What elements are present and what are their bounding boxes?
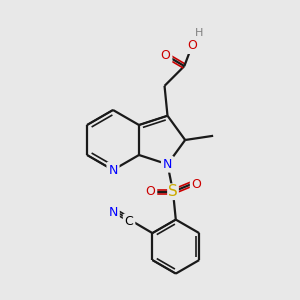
Text: N: N	[108, 164, 118, 176]
Text: H: H	[195, 28, 204, 38]
Text: N: N	[109, 206, 118, 219]
Text: O: O	[192, 178, 202, 190]
Text: H: H	[195, 28, 204, 38]
Text: N: N	[163, 158, 172, 171]
Text: O: O	[146, 185, 155, 198]
Text: O: O	[187, 39, 197, 52]
Text: N: N	[163, 158, 172, 171]
Text: C: C	[125, 215, 134, 228]
Text: S: S	[168, 184, 178, 199]
Text: C: C	[125, 215, 134, 228]
Text: N: N	[108, 164, 118, 176]
Text: O: O	[187, 39, 197, 52]
Text: O: O	[161, 49, 171, 62]
Text: N: N	[109, 206, 118, 219]
Text: S: S	[169, 185, 177, 198]
Text: O: O	[146, 185, 155, 198]
Text: O: O	[192, 178, 202, 190]
Text: O: O	[161, 49, 171, 62]
